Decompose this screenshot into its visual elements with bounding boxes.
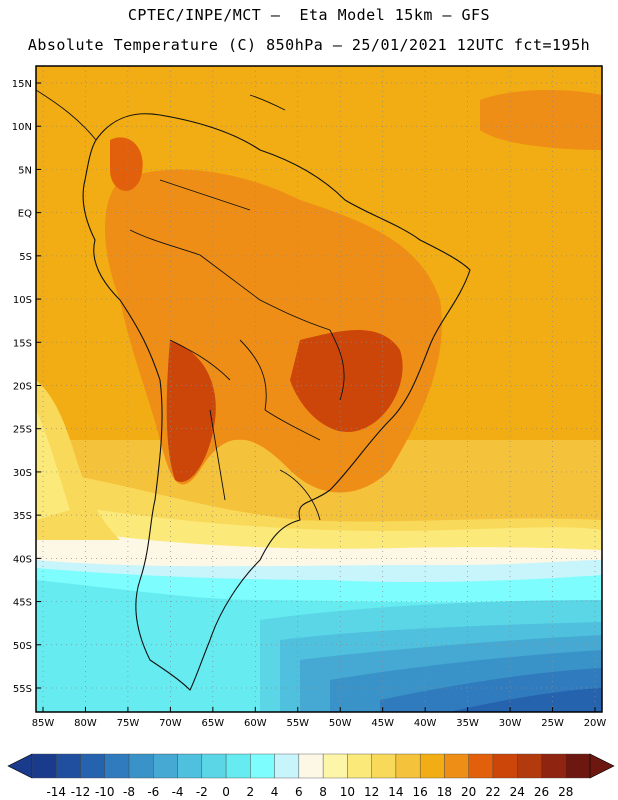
lon-label: 70W xyxy=(159,718,182,729)
colorbar-swatch xyxy=(177,753,203,779)
colorbar-swatch xyxy=(322,753,348,779)
colorbar-swatch xyxy=(468,753,494,779)
colorbar-swatch xyxy=(565,753,591,779)
colorbar-label: 24 xyxy=(510,785,525,799)
country-borders xyxy=(129,179,345,521)
field-band-m10 xyxy=(450,688,602,712)
colorbar-swatch xyxy=(395,753,421,779)
lat-label: 50S xyxy=(13,641,32,652)
caribbean-coast xyxy=(36,89,286,141)
colorbar-swatch xyxy=(517,753,542,779)
chart-title: CPTEC/INPE/MCT – Eta Model 15km – GFS xyxy=(127,6,491,24)
colorbar-swatch xyxy=(201,753,227,779)
field-hot-core-1 xyxy=(166,340,216,482)
lat-label: 30S xyxy=(13,468,32,479)
lon-label: 60W xyxy=(244,718,267,729)
colorbar-label: 26 xyxy=(534,785,549,799)
colorbar-swatch xyxy=(274,753,300,779)
colorbar-label: 2 xyxy=(247,785,255,799)
lat-label: 15N xyxy=(12,79,32,90)
lon-label: 20W xyxy=(584,718,607,729)
lon-label: 30W xyxy=(499,718,522,729)
colorbar-label: -6 xyxy=(147,785,159,799)
colorbar-label: -8 xyxy=(123,785,135,799)
colorbar-swatch xyxy=(153,753,178,779)
colorbar-swatch xyxy=(419,753,445,779)
lat-label: 10S xyxy=(13,295,32,306)
lon-label: 45W xyxy=(371,718,394,729)
field-hot-core-3 xyxy=(110,137,143,191)
colorbar-swatch xyxy=(347,753,372,779)
lat-label: 10N xyxy=(12,122,32,133)
lat-label: 40S xyxy=(13,554,32,565)
colorbar-label: 0 xyxy=(222,785,230,799)
colorbar-label: 10 xyxy=(340,785,355,799)
lat-label: 25S xyxy=(13,425,32,436)
colorbar-label: -10 xyxy=(95,785,115,799)
colorbar-swatch xyxy=(56,753,81,779)
colorbar-swatch xyxy=(444,753,469,779)
colorbar-label: -4 xyxy=(172,785,184,799)
field-pacific-cooler xyxy=(36,410,70,520)
lat-label: 55S xyxy=(13,684,32,695)
colorbar-label: 22 xyxy=(485,785,500,799)
colorbar-label: -14 xyxy=(46,785,66,799)
colorbar-swatch xyxy=(541,753,566,779)
colorbar-label: 18 xyxy=(437,785,452,799)
colorbar-label: -2 xyxy=(196,785,208,799)
colorbar-swatch xyxy=(31,753,57,779)
lon-labels: 85W 80W 75W 70W 65W 60W 55W 50W 45W 40W 35W 30W 25W 2… xyxy=(32,707,607,729)
lat-label: 45S xyxy=(13,598,32,609)
lat-label: 20S xyxy=(13,382,32,393)
lat-labels: 15N 10N 5N EQ 5S 10S 15S 20S 25S 30S 35S 40S 45S 50S 5… xyxy=(12,79,41,695)
colorbar-label: 6 xyxy=(295,785,303,799)
lon-label: 55W xyxy=(286,718,309,729)
lat-label: 5S xyxy=(19,252,32,263)
colorbar-label: 14 xyxy=(388,785,403,799)
lon-label: 85W xyxy=(32,718,55,729)
field-atlantic-warm xyxy=(480,90,602,150)
lat-label: 35S xyxy=(13,511,32,522)
lat-label: 15S xyxy=(13,338,32,349)
map-frame xyxy=(35,65,603,713)
colorbar-swatch xyxy=(128,753,154,779)
colorbar-label: -12 xyxy=(71,785,91,799)
colorbar-swatch xyxy=(104,753,130,779)
colorbar-swatch xyxy=(371,753,397,779)
colorbar-label: 20 xyxy=(461,785,476,799)
colorbar-arrow-low xyxy=(7,753,33,779)
lon-label: 40W xyxy=(414,718,437,729)
lon-label: 25W xyxy=(541,718,564,729)
lon-label: 50W xyxy=(329,718,352,729)
south-america-outline xyxy=(82,113,471,691)
colorbar-arrow-high xyxy=(589,753,615,779)
colorbar-label: 8 xyxy=(319,785,327,799)
lon-label: 80W xyxy=(74,718,97,729)
lon-label: 65W xyxy=(202,718,225,729)
lat-label: 5N xyxy=(18,165,32,176)
lon-label: 75W xyxy=(117,718,140,729)
colorbar-label: 28 xyxy=(558,785,573,799)
field-hot-core-2 xyxy=(290,330,403,432)
colorbar-label: 16 xyxy=(413,785,428,799)
colorbar-swatch xyxy=(80,753,105,779)
lat-label: EQ xyxy=(18,209,32,220)
colorbar-swatch xyxy=(298,753,324,779)
colorbar-label: 12 xyxy=(364,785,379,799)
colorbar-label: 4 xyxy=(271,785,279,799)
colorbar-swatch xyxy=(225,753,251,779)
lon-label: 35W xyxy=(456,718,479,729)
colorbar-swatch xyxy=(250,753,275,779)
colorbar-swatch xyxy=(492,753,518,779)
chart-subtitle: Absolute Temperature (C) 850hPa – 25/01/… xyxy=(27,36,591,54)
